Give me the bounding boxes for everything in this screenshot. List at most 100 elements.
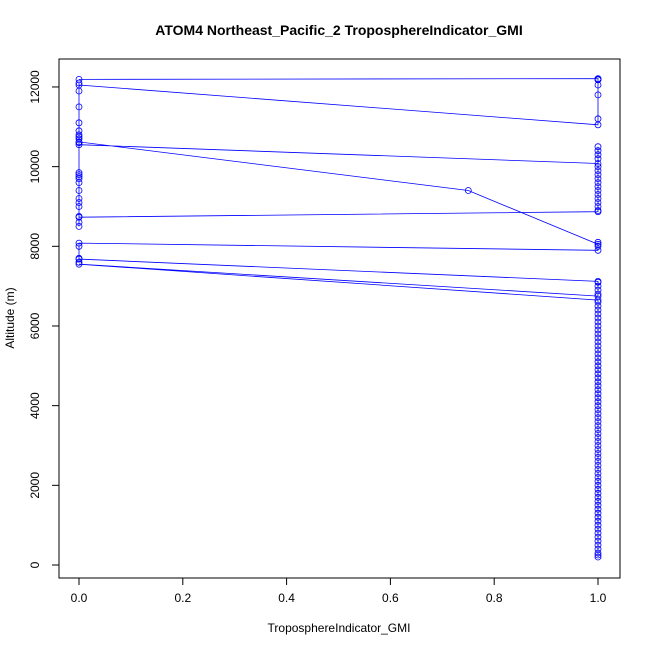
data-point <box>75 218 83 226</box>
data-point <box>594 322 602 330</box>
data-point <box>594 410 602 418</box>
data-point <box>594 242 602 250</box>
data-point <box>594 314 602 322</box>
data-point <box>594 497 602 505</box>
data-point <box>594 338 602 346</box>
y-axis: 0 2000 4000 6000 8000 10000 12000 <box>28 70 60 568</box>
data-point <box>594 306 602 314</box>
data-point <box>594 167 602 175</box>
data-point <box>75 169 83 177</box>
data-point <box>594 330 602 338</box>
data-point <box>594 362 602 370</box>
data-point <box>594 350 602 358</box>
data-point <box>75 138 83 146</box>
data-point <box>594 450 602 457</box>
data-point <box>594 160 602 167</box>
data-point <box>594 183 602 191</box>
data-point <box>594 537 602 545</box>
y-tick-label: 4000 <box>28 392 42 419</box>
data-point <box>594 310 602 318</box>
data-point <box>594 461 602 469</box>
chart-title: ATOM4 Northeast_Pacific_2 TroposphereInd… <box>155 22 522 38</box>
data-point <box>594 414 602 422</box>
data-point <box>594 489 602 497</box>
data-point <box>75 199 83 206</box>
data-point <box>594 334 602 342</box>
data-point <box>594 477 602 485</box>
data-point <box>594 430 602 437</box>
data-point <box>594 551 602 559</box>
data-point <box>75 187 83 194</box>
data-point <box>594 143 602 151</box>
data-point <box>594 342 602 350</box>
data-point <box>594 81 602 89</box>
series-line <box>78 78 599 557</box>
data-point <box>75 87 83 95</box>
x-axis: 0.0 0.2 0.4 0.6 0.8 1.0 <box>71 577 607 605</box>
data-point <box>594 326 602 334</box>
data-point <box>594 354 602 362</box>
data-point <box>594 469 602 477</box>
data-point <box>594 513 602 521</box>
y-tick-label: 12000 <box>28 70 42 104</box>
data-point <box>594 208 602 216</box>
data-point <box>75 222 83 230</box>
data-point <box>594 549 602 557</box>
data-point <box>594 91 602 99</box>
data-point <box>594 155 602 163</box>
data-point <box>75 173 83 181</box>
data-point <box>594 358 602 366</box>
data-point <box>594 390 602 398</box>
data-point <box>594 191 602 198</box>
data-point <box>594 485 602 493</box>
data-point <box>594 386 602 394</box>
data-point <box>594 402 602 410</box>
data-point <box>594 366 602 374</box>
data-point <box>75 195 83 202</box>
data-point <box>594 382 602 390</box>
x-tick-label: 0.4 <box>278 591 295 605</box>
y-tick-label: 0 <box>28 561 42 568</box>
data-point <box>594 529 602 537</box>
y-tick-label: 10000 <box>28 150 42 184</box>
data-point <box>594 195 602 202</box>
data-point <box>594 171 602 179</box>
data-point <box>75 203 83 210</box>
data-point <box>594 246 602 254</box>
data-point <box>594 121 602 129</box>
data-point <box>464 187 472 194</box>
data-point <box>594 278 602 286</box>
data-point <box>594 398 602 406</box>
x-tick-label: 0.0 <box>71 591 88 605</box>
data-point <box>594 541 602 549</box>
data-point <box>594 203 602 210</box>
data-point <box>594 505 602 513</box>
data-point <box>594 501 602 509</box>
y-axis-label: Altitude (m) <box>3 287 17 348</box>
data-point <box>594 175 602 183</box>
data-point <box>594 179 602 187</box>
x-tick-label: 0.8 <box>486 591 503 605</box>
data-point <box>594 473 602 481</box>
data-point <box>75 131 83 139</box>
y-tick-label: 2000 <box>28 472 42 499</box>
data-point <box>594 517 602 525</box>
data-point <box>594 422 602 430</box>
data-point <box>594 509 602 517</box>
data-point <box>594 465 602 473</box>
data-point <box>594 76 602 83</box>
data-point <box>594 187 602 194</box>
data-point <box>594 378 602 386</box>
data-point <box>594 151 602 159</box>
y-tick-label: 8000 <box>28 233 42 260</box>
data-point <box>594 238 602 246</box>
data-series <box>75 75 602 561</box>
data-point <box>594 438 602 445</box>
data-point <box>594 318 602 326</box>
data-point <box>594 446 602 453</box>
data-point <box>75 79 83 87</box>
data-point <box>594 370 602 378</box>
data-point <box>75 171 83 179</box>
data-point <box>594 418 602 426</box>
